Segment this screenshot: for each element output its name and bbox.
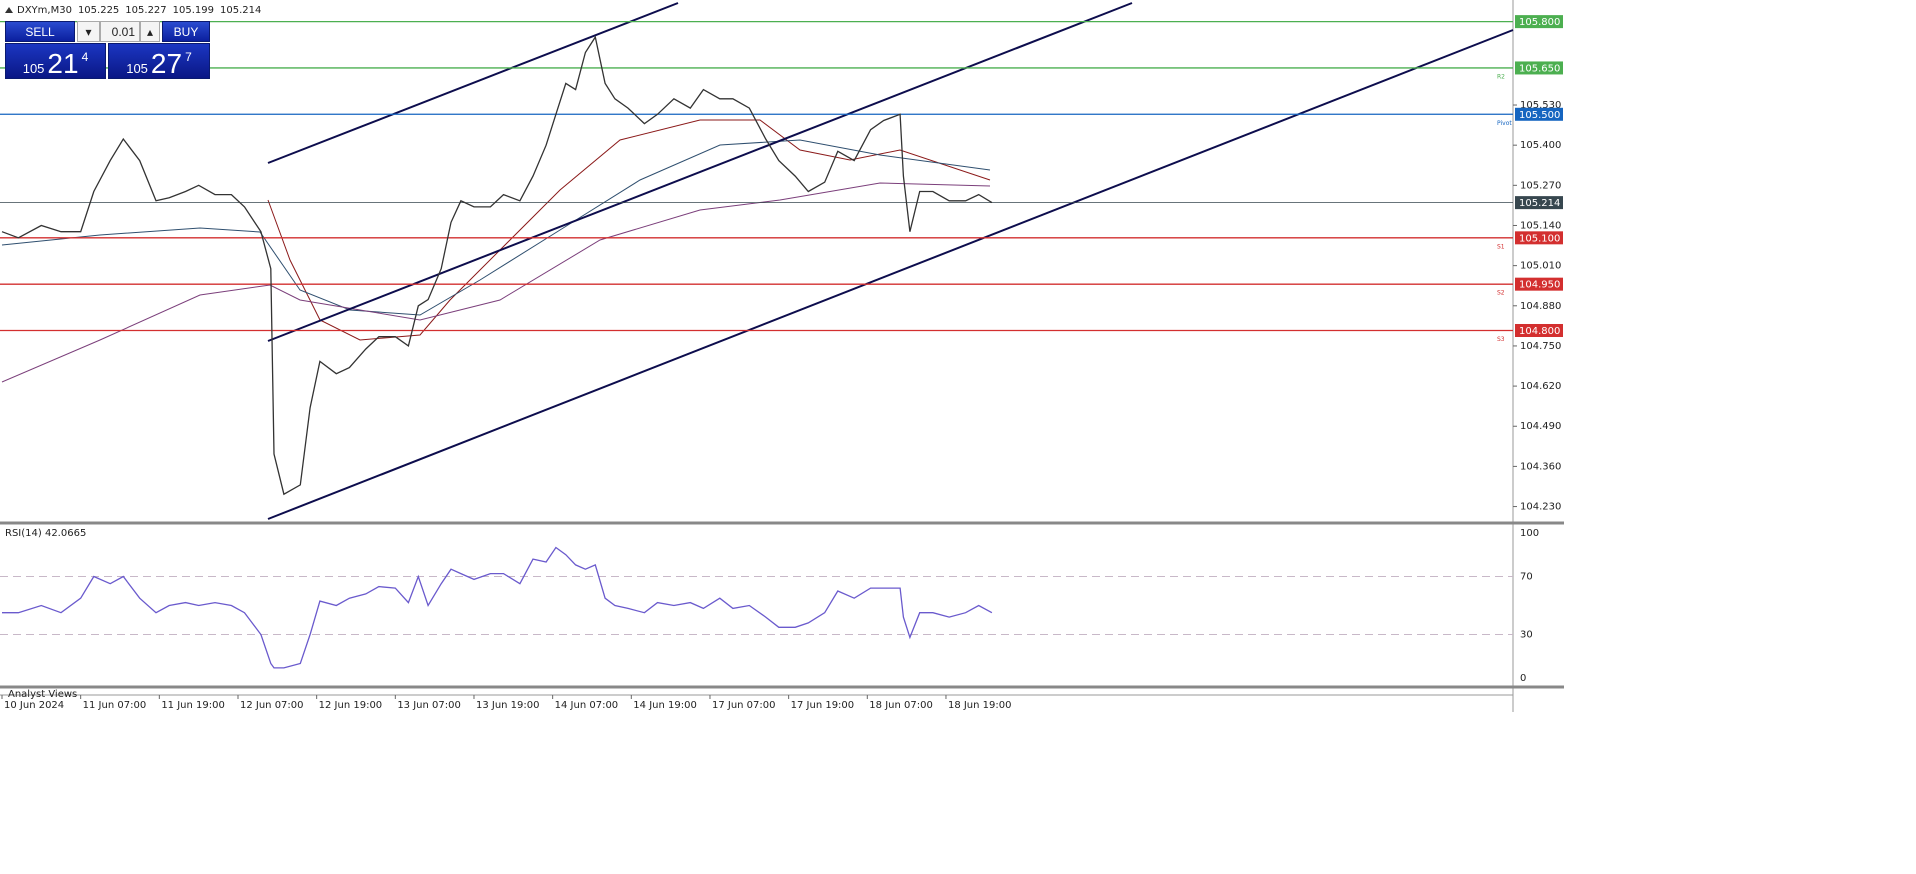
symbol: DXYm,M30 [17,5,72,16]
y-tick-label: 104.750 [1520,341,1561,352]
level-label: 104.800 [1519,326,1560,337]
level-box [1515,15,1563,29]
x-tick-label: 17 Jun 07:00 [712,700,776,711]
x-tick-label: 14 Jun 07:00 [555,700,619,711]
level-tag: S1 [1497,243,1505,250]
bid-big: 105 [22,61,45,76]
ask-big: 105 [126,61,148,76]
level-tag: R2 [1497,73,1505,80]
lot-decrease[interactable]: ▾ [77,21,100,42]
series-line [1,35,993,496]
level-label: 105.100 [1519,233,1560,244]
x-tick-label: 13 Jun 19:00 [476,700,540,711]
level-tag: S3 [1497,336,1505,343]
x-tick-label: 18 Jun 19:00 [948,700,1012,711]
x-tick-label: 12 Jun 07:00 [240,700,304,711]
lot-increase[interactable]: ▴ [140,21,160,42]
y-tick-label: 104.360 [1520,461,1561,472]
y-tick-label: 0 [1520,673,1526,684]
series-line [2,546,993,669]
y-tick-label: 105.010 [1520,261,1561,272]
level-label: 105.800 [1519,17,1560,28]
x-tick-label: 18 Jun 07:00 [869,700,933,711]
quote: 105.214 [220,5,261,16]
level-box [1515,231,1563,245]
x-tick-label: 12 Jun 19:00 [319,700,383,711]
y-tick-label: 104.620 [1520,381,1561,392]
y-tick-label: 104.490 [1520,421,1561,432]
buy-button[interactable]: BUY [162,21,210,42]
x-tick-label: 11 Jun 19:00 [161,700,225,711]
level-box [1515,196,1563,210]
ask-main: 27 [150,48,183,79]
level-tag: Pivot [1497,120,1512,127]
level-tag: S2 [1497,290,1505,297]
level-label: 105.650 [1519,63,1560,74]
bottom-tab: Analyst Views [8,689,77,700]
level-label: 104.950 [1519,280,1560,291]
x-tick-label: 13 Jun 07:00 [397,700,461,711]
x-tick-label: 10 Jun 2024 [4,700,64,711]
sell-button[interactable]: SELL [5,21,75,42]
moving-average [1,182,991,383]
ask-small: 7 [185,50,192,64]
bid-price[interactable]: 105 21 4 [5,43,106,79]
y-tick-label: 70 [1520,571,1533,582]
chart-header: DXYm,M30 105.225 105.227 105.199 105.214 [17,5,261,16]
moving-average [267,119,991,341]
quote: 105.199 [173,5,214,16]
level-box [1515,107,1563,121]
ask-price[interactable]: 105 27 7 [108,43,210,79]
level-box [1515,61,1563,75]
moving-average [1,139,991,316]
y-tick-label: 105.140 [1520,220,1561,231]
y-tick-label: 105.530 [1520,100,1561,111]
level-box [1515,277,1563,291]
channel-line [267,29,1514,520]
bid-small: 4 [81,50,89,64]
level-box [1515,323,1563,337]
quote: 105.225 [78,5,119,16]
x-tick-label: 17 Jun 19:00 [791,700,855,711]
level-label: 105.500 [1519,110,1560,121]
x-tick-label: 14 Jun 19:00 [633,700,697,711]
y-tick-label: 104.230 [1520,502,1561,513]
quote: 105.227 [125,5,166,16]
x-tick-label: 11 Jun 07:00 [83,700,147,711]
channel-line [267,2,679,164]
y-tick-label: 104.880 [1520,301,1561,312]
bid-main: 21 [47,48,79,79]
level-label: 105.214 [1519,198,1560,209]
collapse-icon [5,7,13,13]
y-tick-label: 105.400 [1520,140,1561,151]
background [0,0,1564,712]
y-tick-label: 30 [1520,630,1533,641]
y-tick-label: 100 [1520,528,1539,539]
lot-input[interactable]: 0.01 [100,21,140,42]
indicator-title: RSI(14) 42.0665 [5,528,86,539]
y-tick-label: 105.270 [1520,180,1561,191]
